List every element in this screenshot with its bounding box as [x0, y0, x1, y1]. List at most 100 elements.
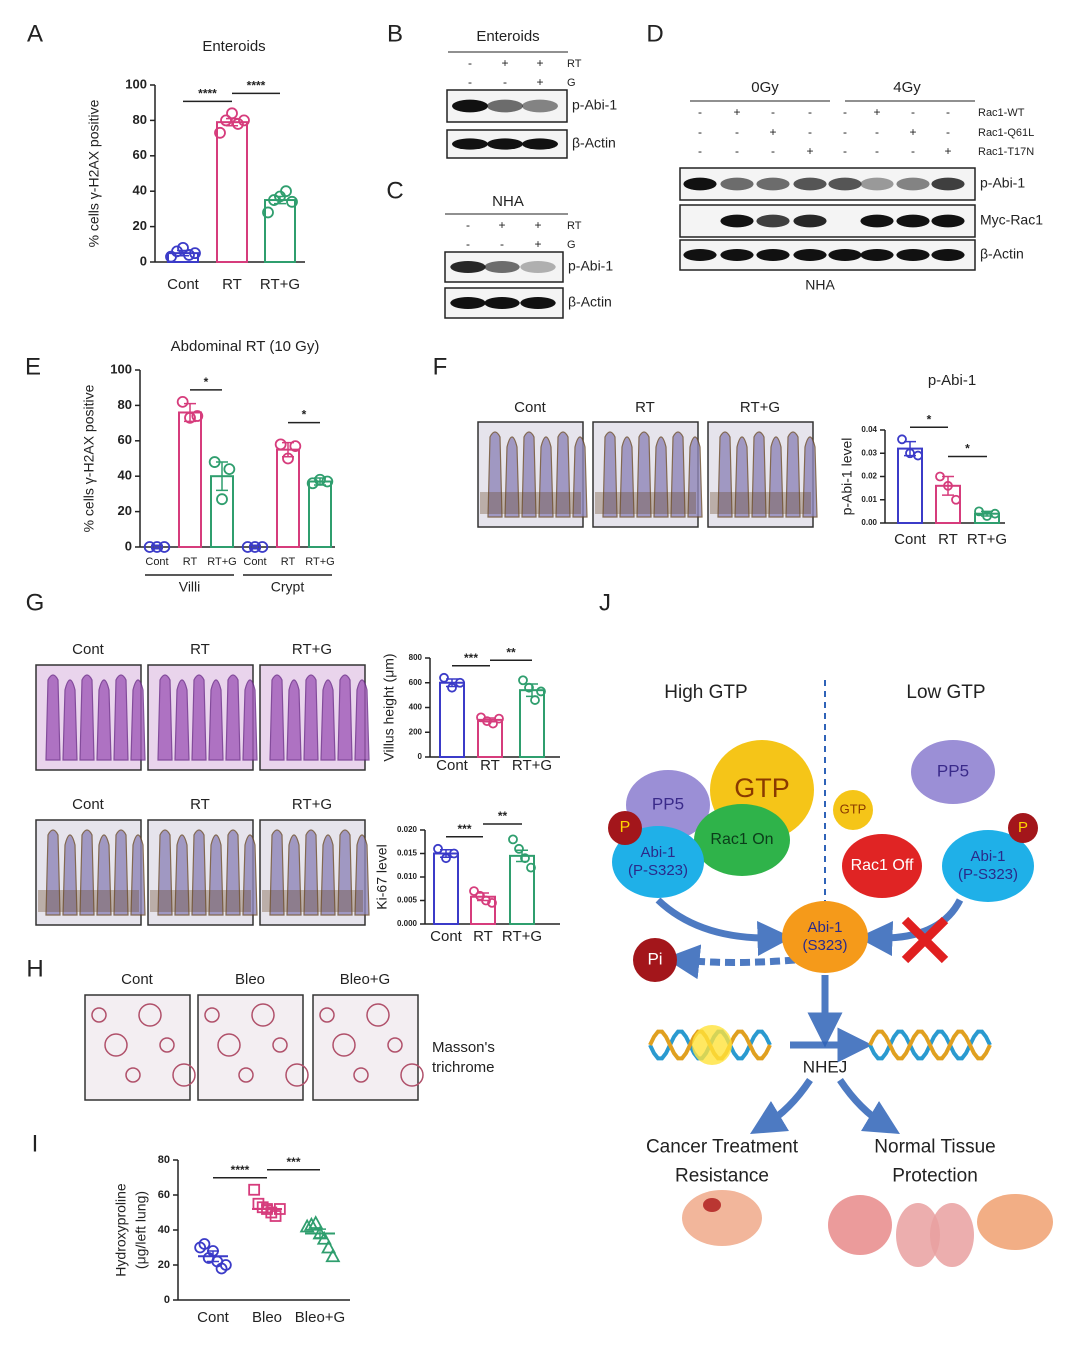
blot-band — [720, 214, 754, 228]
data-point — [248, 1183, 261, 1196]
blot-band-label: β-Actin — [980, 246, 1024, 262]
tissue — [353, 1067, 369, 1083]
significance-label: **** — [231, 1163, 250, 1177]
y-tick-label: 40 — [118, 468, 132, 483]
data-point — [508, 834, 518, 845]
blot-band — [452, 99, 488, 113]
arrow — [857, 898, 964, 957]
blot-condition: RT — [567, 220, 582, 232]
data-point — [184, 411, 196, 424]
tissue — [320, 679, 336, 761]
diagram-label: GTP — [734, 773, 790, 803]
y-tick-label: 20 — [158, 1259, 170, 1271]
stain — [710, 492, 811, 514]
diagram-label: Abi-1 — [640, 844, 675, 861]
y-axis-label: p-Abi-1 level — [839, 438, 855, 516]
significance-label: * — [204, 375, 209, 389]
blot-sign: - — [500, 237, 504, 251]
organ-icon — [828, 1195, 892, 1255]
tissue — [172, 1063, 196, 1087]
stain — [38, 890, 139, 912]
diagram-node — [1008, 813, 1038, 843]
diagram-label: PP5 — [937, 761, 969, 780]
y-axis-label: % cells γ-H2AX positive — [86, 99, 102, 247]
blot-band-label: p-Abi-1 — [568, 258, 613, 274]
micrograph-label: RT — [190, 641, 210, 658]
data-point — [306, 477, 319, 490]
blot-band — [683, 177, 717, 191]
tissue — [337, 674, 353, 761]
x-tick-label: Cont — [167, 276, 200, 293]
y-axis-label: Ki-67 level — [374, 844, 390, 909]
blot-sign: - — [468, 75, 472, 89]
blot-band — [860, 249, 894, 261]
data-point — [447, 682, 457, 693]
diagram-node — [608, 811, 642, 845]
data-point — [249, 541, 261, 553]
blot-sign: + — [534, 237, 541, 251]
diagram-label: Cancer Treatment — [646, 1137, 799, 1158]
data-point — [308, 1215, 324, 1229]
organ-icon — [896, 1203, 940, 1267]
data-point — [518, 675, 528, 686]
diagram — [608, 740, 1053, 1267]
tissue — [96, 679, 112, 761]
micrograph-label: RT+G — [292, 796, 332, 813]
x-tick-label: RT+G — [207, 556, 236, 568]
tissue — [785, 431, 801, 518]
x-tick-label: RT+G — [502, 928, 542, 945]
tissue — [96, 834, 112, 916]
blot-sign: - — [771, 144, 775, 158]
tissue — [602, 431, 618, 518]
panel-letter: I — [32, 1130, 39, 1157]
tissue — [555, 431, 571, 518]
blot-condition: RT — [567, 58, 582, 70]
data-point — [974, 506, 984, 517]
tissue — [354, 679, 370, 761]
data-point — [286, 195, 298, 208]
tissue — [332, 1033, 356, 1057]
blot-sign: - — [911, 144, 915, 158]
tissue — [354, 834, 370, 916]
data-point — [183, 249, 195, 261]
arrow — [664, 944, 796, 980]
tissue — [619, 436, 635, 518]
blot-sign: - — [843, 144, 847, 158]
x-tick-label: RT+G — [260, 276, 300, 293]
bar — [509, 854, 535, 925]
data-point — [303, 1216, 319, 1231]
data-point — [325, 1248, 341, 1263]
x-tick-label: Bleo+G — [295, 1309, 345, 1326]
data-point — [316, 1230, 332, 1245]
stain-label: Masson's — [432, 1039, 495, 1056]
y-tick-label: 0.02 — [861, 472, 877, 481]
x-tick-label: Cont — [197, 1309, 230, 1326]
block-x — [901, 916, 949, 964]
data-point — [216, 493, 228, 506]
y-tick-label: 0 — [125, 538, 132, 553]
y-tick-label: 0.020 — [397, 825, 418, 834]
micrograph-label: RT — [635, 399, 655, 416]
stain — [480, 492, 581, 514]
blot-sign: + — [498, 218, 505, 232]
data-point — [536, 686, 546, 697]
micrograph-label: Cont — [121, 971, 154, 988]
y-axis-label: Villus height (μm) — [381, 653, 397, 761]
panel-letter: J — [599, 589, 611, 616]
micrograph — [312, 994, 419, 1101]
tissue — [79, 829, 95, 916]
data-point — [321, 1239, 337, 1254]
blot-band — [520, 261, 556, 273]
blot-group: 0Gy — [751, 79, 779, 96]
blot-sign: - — [946, 125, 950, 139]
y-tick-label: 600 — [409, 678, 423, 687]
x-tick-label: RT — [222, 276, 242, 293]
tissue — [138, 1003, 162, 1027]
data-point — [935, 471, 945, 482]
blot-band — [720, 177, 754, 191]
tissue — [538, 436, 554, 518]
blot-band-label: β-Actin — [572, 135, 616, 151]
significance-label: * — [302, 408, 307, 422]
blot-band-label: p-Abi-1 — [572, 97, 617, 113]
micrograph — [197, 994, 304, 1101]
